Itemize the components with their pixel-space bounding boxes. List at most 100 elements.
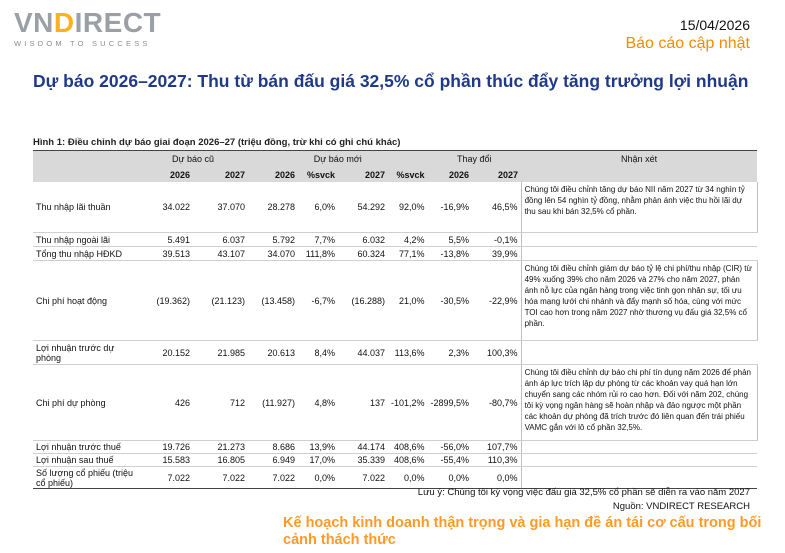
report-date: 15/04/2026 [679,17,750,33]
next-section-heading: Kế hoạch kinh doanh thận trọng và gia hạ… [283,515,762,548]
table-cell: 77,1% [388,246,428,261]
row-label: Lợi nhuận trước dự phòng [33,340,138,365]
row-label: Thu nhập lãi thuần [33,181,138,233]
table-cell: 46,5% [472,181,522,233]
forecast-revision-table: Dự báo cũ Dự báo mới Thay đổi Nhận xét 2… [33,150,758,489]
row-label: Lợi nhuận sau thuế [33,453,138,467]
table-cell: 5.491 [138,232,193,247]
sub-header: 2027 [193,167,248,182]
table-cell: 39.513 [138,246,193,261]
table-row: Lợi nhuận trước dự phòng 20.152 21.985 2… [33,340,758,365]
table-cell: -101,2% [388,364,428,441]
table-cell: 408,6% [388,440,428,454]
logo-tagline: WISDOM TO SUCCESS [14,39,151,48]
sub-header: %svck [388,167,428,182]
table-cell: 21.273 [193,440,248,454]
sub-header: 2026 [138,167,193,182]
comment-cell: Chúng tôi điều chỉnh dự báo chi phí tín … [520,364,758,441]
table-cell: 107,7% [472,440,522,454]
table-cell: 6.032 [338,232,388,247]
logo-wordmark: VNDIRECT [14,7,162,38]
table-row: Thu nhập lãi thuần 34.022 37.070 28.278 … [33,181,758,233]
table-cell: 8.686 [248,440,298,454]
table-row: Chi phí dự phòng 426 712 (11.927) 4,8% 1… [33,364,758,441]
table-cell: (21.123) [193,260,248,341]
table-source: Nguồn: VNDIRECT RESEARCH [612,501,750,512]
table-cell: 54.292 [338,181,388,233]
comment-cell: Chúng tôi điều chỉnh tăng dự báo NII năm… [520,181,758,233]
table-cell: -0,1% [472,232,522,247]
table-cell: 20.152 [138,340,193,365]
row-label: Thu nhập ngoài lãi [33,232,138,247]
table-cell: 34.022 [138,181,193,233]
header-comment: Nhận xét [521,150,758,168]
section-title: Dự báo 2026–2027: Thu từ bán đấu giá 32,… [33,71,749,91]
table-cell: (19.362) [138,260,193,341]
table-cell: -55,4% [427,453,473,467]
header-new-forecast: Dự báo mới [248,150,428,168]
table-cell: 6,0% [298,181,338,233]
row-label: Tổng thu nhập HĐKD [33,246,138,261]
table-cell: 20.613 [248,340,298,365]
table-cell: 7.022 [138,466,193,489]
table-cell: -56,0% [427,440,473,454]
figure-caption: Hình 1: Điều chỉnh dự báo giai đoạn 2026… [33,137,401,148]
table-cell: 408,6% [388,453,428,467]
comment-cell: Chúng tôi điều chỉnh giảm dự báo tỷ lệ c… [520,260,758,341]
table-row: Tổng thu nhập HĐKD 39.513 43.107 34.070 … [33,246,758,261]
header-change: Thay đổi [427,150,522,168]
row-label: Lợi nhuận trước thuế [33,440,138,454]
table-cell: 37.070 [193,181,248,233]
table-cell: 34.070 [248,246,298,261]
table-cell: 7.022 [193,466,248,489]
table-cell: 5,5% [427,232,473,247]
table-cell: 15.583 [138,453,193,467]
header-old-forecast: Dự báo cũ [138,150,248,168]
table-cell: -30,5% [427,260,473,341]
table-row: Thu nhập ngoài lãi 5.491 6.037 5.792 7,7… [33,232,758,247]
table-group-header: Dự báo cũ Dự báo mới Thay đổi Nhận xét [33,150,758,168]
table-cell: (16.288) [338,260,388,341]
sub-header: %svck [298,167,338,182]
table-cell: 6.037 [193,232,248,247]
table-cell: 2,3% [427,340,473,365]
vndirect-logo: VNDIRECT WISDOM TO SUCCESS [14,7,162,49]
table-cell: 111,8% [298,246,338,261]
table-cell: 43.107 [193,246,248,261]
table-cell: 7.022 [338,466,388,489]
table-cell: 16.805 [193,453,248,467]
table-row: Lợi nhuận sau thuế 15.583 16.805 6.949 1… [33,453,758,467]
table-cell: 8,4% [298,340,338,365]
table-sub-header: 2026 2027 2026 %svck 2027 %svck 2026 202… [33,167,758,182]
sub-header: 2026 [248,167,298,182]
table-cell: 0,0% [427,466,473,489]
table-cell: 17,0% [298,453,338,467]
sub-header: 2026 [427,167,473,182]
table-cell: 39,9% [472,246,522,261]
sub-header: 2027 [472,167,522,182]
table-cell: 21,0% [388,260,428,341]
report-type: Báo cáo cập nhật [625,35,750,52]
table-cell: -6,7% [298,260,338,341]
table-row: Chi phí hoạt động (19.362) (21.123) (13.… [33,260,758,341]
table-cell: 712 [193,364,248,441]
table-cell: 44.037 [338,340,388,365]
table-cell: 28.278 [248,181,298,233]
table-cell: 0,0% [298,466,338,489]
table-cell: 0,0% [388,466,428,489]
table-cell: 137 [338,364,388,441]
row-label: Chi phí hoạt động [33,260,138,341]
table-cell: -13,8% [427,246,473,261]
table-cell: (11.927) [248,364,298,441]
table-cell: -22,9% [472,260,522,341]
table-cell: 35.339 [338,453,388,467]
sub-header: 2027 [338,167,388,182]
table-row: Lợi nhuận trước thuế 19.726 21.273 8.686… [33,440,758,454]
table-cell: 7,7% [298,232,338,247]
table-cell: 44.174 [338,440,388,454]
table-cell: 5.792 [248,232,298,247]
table-cell: (13.458) [248,260,298,341]
table-cell: 13,9% [298,440,338,454]
row-label: Số lượng cổ phiếu (triệu cổ phiếu) [33,466,138,489]
report-header: VNDIRECT WISDOM TO SUCCESS 15/04/2026 Bá… [0,0,785,60]
